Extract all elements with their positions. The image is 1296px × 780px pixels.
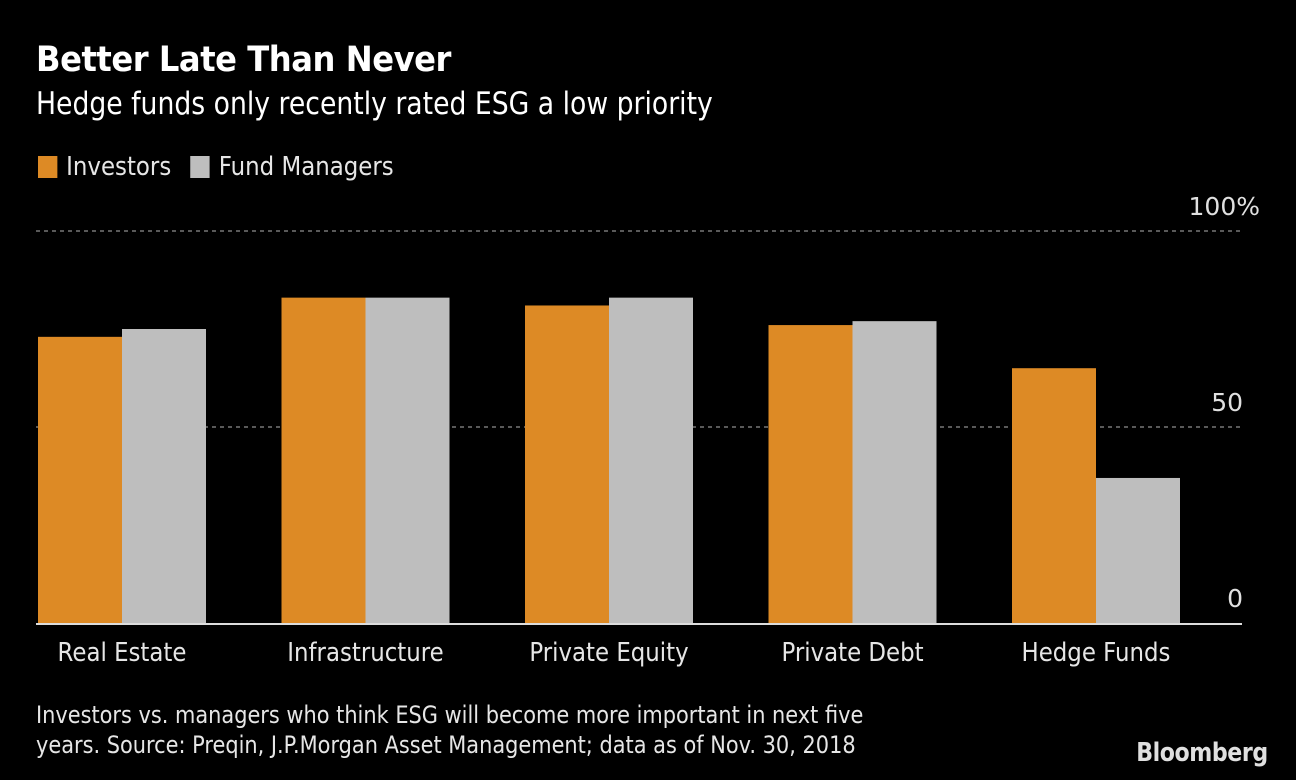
footnote-line-1: Investors vs. managers who think ESG wil…: [36, 701, 864, 729]
bar-fund-managers: [1096, 477, 1180, 623]
bar-fund-managers: [609, 297, 693, 623]
legend-label-fund-managers: Fund Managers: [218, 152, 394, 182]
x-tick-label: Private Equity: [529, 637, 688, 668]
x-tick-label: Infrastructure: [287, 637, 443, 668]
bloomberg-logo: Bloomberg: [1136, 738, 1268, 768]
bar-investors: [1012, 368, 1096, 623]
bar-investors: [768, 325, 853, 623]
legend-item-investors: Investors: [38, 152, 171, 182]
bar-chart: 0 50 100% Real Estate Infrastructure Private …: [36, 192, 1260, 668]
footnote-line-2: years. Source: Preqin, J.P.Morgan Asset …: [36, 731, 856, 759]
bar-investors: [525, 305, 609, 623]
y-tick-label: 100%: [1189, 192, 1260, 221]
bar-investors: [38, 336, 122, 623]
legend-label-investors: Investors: [66, 152, 172, 182]
bar-fund-managers: [852, 321, 937, 623]
y-tick-label: 50: [1211, 388, 1243, 417]
legend: Investors Fund Managers: [38, 152, 413, 182]
x-tick-label: Hedge Funds: [1022, 637, 1171, 668]
bar-fund-managers: [122, 329, 206, 623]
footnote: Investors vs. managers who think ESG wil…: [36, 700, 863, 760]
chart-subtitle: Hedge funds only recently rated ESG a lo…: [36, 86, 713, 122]
legend-swatch-investors: [38, 156, 58, 178]
x-tick-label: Private Debt: [781, 637, 923, 668]
chart-title: Better Late Than Never: [36, 40, 451, 80]
bar-investors: [281, 297, 366, 623]
legend-item-fund-managers: Fund Managers: [190, 152, 394, 182]
bar-fund-managers: [365, 297, 450, 623]
legend-swatch-fund-managers: [190, 156, 210, 178]
x-tick-label: Real Estate: [58, 637, 187, 668]
y-tick-label: 0: [1227, 584, 1243, 613]
